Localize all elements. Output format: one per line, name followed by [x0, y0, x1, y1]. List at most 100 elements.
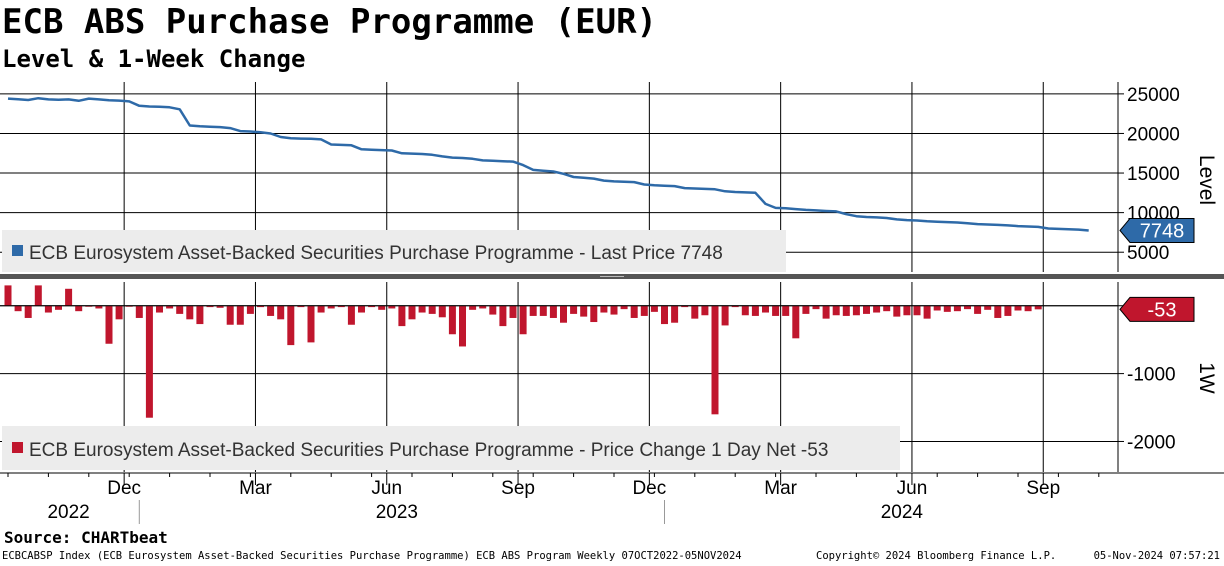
change-bar-98 — [994, 305, 1002, 318]
change-bar-56 — [570, 305, 578, 314]
change-bar-14 — [145, 305, 153, 418]
change-bar-77 — [782, 305, 790, 316]
x-year-label: 2022 — [47, 502, 89, 523]
x-month-label: Sep — [1026, 478, 1060, 499]
change-bar-48 — [489, 305, 497, 315]
change-bar-5 — [55, 305, 62, 310]
change-bar-43 — [438, 305, 446, 318]
change-bar-82 — [832, 305, 840, 316]
level-ytick-label: 20000 — [1127, 124, 1180, 145]
change-bar-27 — [277, 305, 285, 320]
change-bar-0 — [4, 285, 12, 306]
change-bar-19 — [196, 305, 204, 325]
change-bar-49 — [499, 305, 507, 327]
change-bar-99 — [1004, 305, 1012, 316]
change-axis-label: 1W — [1195, 362, 1218, 394]
change-bar-46 — [469, 305, 477, 310]
change-bar-86 — [873, 305, 881, 313]
change-bar-66 — [671, 305, 679, 323]
change-bar-33 — [337, 305, 345, 308]
change-bar-31 — [317, 305, 325, 313]
change-bar-18 — [186, 305, 194, 320]
change-bar-34 — [347, 305, 355, 325]
change-bar-73 — [741, 305, 749, 316]
change-bar-30 — [307, 305, 315, 343]
change-bar-75 — [762, 305, 769, 313]
change-bar-58 — [590, 305, 598, 323]
change-last-value: -53 — [1119, 296, 1195, 322]
change-bar-28 — [287, 305, 295, 346]
change-bar-92 — [933, 305, 941, 311]
level-legend-box — [2, 230, 786, 272]
change-bar-11 — [115, 305, 123, 320]
change-bar-41 — [418, 305, 426, 313]
change-bar-67 — [681, 305, 689, 308]
change-bar-13 — [135, 305, 143, 318]
x-month-label: Sep — [501, 478, 535, 499]
change-bar-32 — [327, 305, 335, 309]
x-month-label: Mar — [764, 478, 797, 499]
change-bar-35 — [358, 305, 365, 313]
change-bar-16 — [166, 305, 174, 309]
change-bar-52 — [529, 305, 537, 316]
change-bar-89 — [903, 305, 911, 316]
change-bar-62 — [630, 305, 638, 318]
source-note: Source: CHARTbeat — [4, 528, 168, 547]
change-bar-80 — [812, 305, 820, 310]
change-bar-26 — [267, 305, 275, 316]
change-bar-79 — [802, 305, 810, 314]
change-bar-36 — [368, 305, 376, 308]
change-bar-7 — [75, 305, 83, 312]
change-bar-69 — [701, 305, 709, 316]
change-last-value-label: -53 — [1148, 299, 1177, 321]
level-legend-label: ECB Eurosystem Asset-Backed Securities P… — [29, 243, 723, 264]
level-last-value: 7748 — [1119, 217, 1195, 243]
change-bar-29 — [297, 305, 305, 308]
change-bar-101 — [1024, 305, 1032, 312]
change-bar-81 — [822, 305, 830, 319]
change-bar-23 — [236, 305, 244, 325]
change-bar-45 — [459, 305, 466, 347]
chart-subtitle: Level & 1-Week Change — [2, 45, 306, 73]
change-bar-17 — [176, 305, 184, 314]
index-description: ECBCABSP Index (ECB Eurosystem Asset-Bac… — [2, 550, 742, 562]
change-bar-4 — [44, 305, 52, 313]
change-bar-6 — [65, 288, 73, 306]
change-bar-60 — [610, 305, 618, 315]
change-bar-50 — [509, 305, 517, 318]
change-bar-44 — [448, 305, 456, 335]
level-legend-swatch — [12, 245, 23, 256]
change-bar-90 — [913, 305, 921, 316]
change-bar-40 — [408, 305, 416, 320]
level-series-line — [7, 96, 1089, 232]
change-bar-102 — [1034, 305, 1042, 310]
change-bar-84 — [852, 305, 860, 316]
change-bar-61 — [620, 305, 628, 310]
change-bar-20 — [206, 305, 214, 308]
change-bar-42 — [428, 305, 436, 314]
x-year-label: 2024 — [881, 502, 924, 523]
change-bar-39 — [398, 305, 406, 327]
change-bar-24 — [246, 305, 254, 314]
timestamp: 05-Nov-2024 07:57:21 — [1093, 550, 1220, 562]
change-bar-57 — [580, 305, 588, 317]
change-bar-88 — [893, 305, 901, 317]
change-bar-37 — [378, 305, 386, 310]
change-bar-59 — [600, 305, 608, 313]
change-bar-74 — [751, 305, 759, 316]
change-bar-87 — [883, 305, 891, 312]
change-bar-3 — [34, 285, 42, 306]
level-last-value-label: 7748 — [1140, 220, 1185, 242]
change-bar-64 — [650, 305, 658, 312]
x-month-label: Dec — [632, 478, 666, 499]
change-bar-10 — [105, 305, 113, 344]
change-bar-83 — [842, 305, 850, 316]
change-bar-1 — [14, 305, 22, 312]
change-bar-25 — [257, 305, 264, 308]
change-bar-93 — [943, 305, 951, 312]
level-axis-label: Level — [1195, 155, 1218, 205]
change-ytick-label: -1000 — [1127, 365, 1176, 386]
change-bar-2 — [24, 305, 32, 318]
change-ytick-label: -2000 — [1127, 432, 1176, 453]
